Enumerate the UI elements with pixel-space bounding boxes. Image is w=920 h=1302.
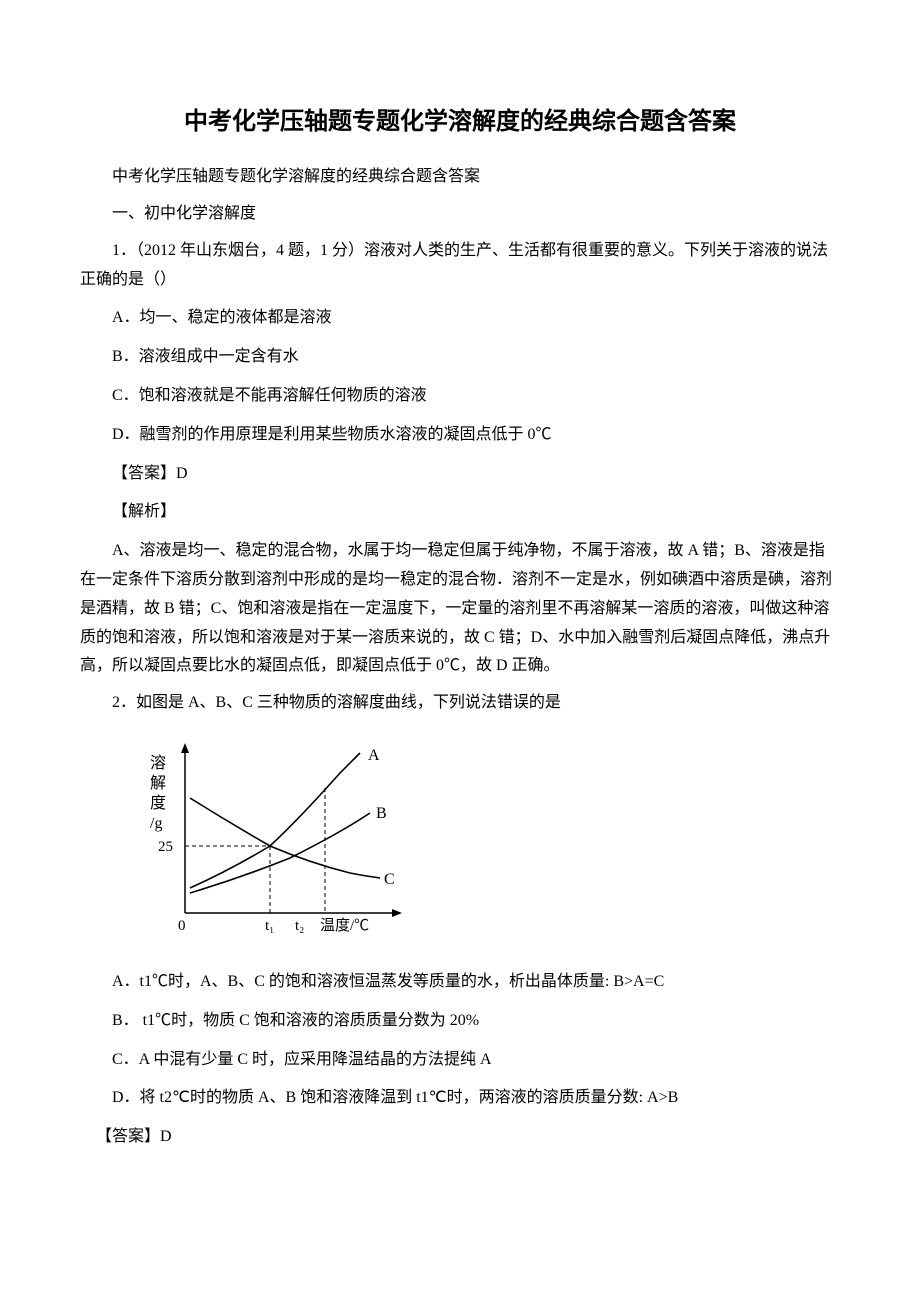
q2-answer: 【答案】D — [80, 1123, 840, 1152]
ylabel-2: 解 — [150, 774, 166, 792]
curve-b — [190, 813, 370, 893]
q1-option-a: A．均一、稳定的液体都是溶液 — [80, 304, 840, 333]
xtick-t2: t₂ — [295, 918, 304, 934]
q2-stem: 2．如图是 A、B、C 三种物质的溶解度曲线，下列说法错误的是 — [80, 689, 840, 718]
curve-label-b: B — [376, 805, 387, 822]
xtick-t1: t₁ — [265, 918, 274, 934]
q1-answer: 【答案】D — [80, 460, 840, 489]
origin-label: 0 — [178, 918, 186, 934]
q2-option-c: C．A 中混有少量 C 时，应采用降温结晶的方法提纯 A — [80, 1046, 840, 1075]
q2-option-a: A．t1℃时，A、B、C 的饱和溶液恒温蒸发等质量的水，析出晶体质量: B>A=… — [80, 968, 840, 997]
curve-a — [190, 753, 360, 888]
curve-label-a: A — [368, 747, 380, 764]
y-axis-arrow — [181, 743, 189, 753]
x-axis-arrow — [392, 909, 402, 917]
section-heading: 一、初中化学溶解度 — [80, 200, 840, 229]
ylabel-4: /g — [150, 815, 162, 832]
chart-svg: 溶 解 度 /g 25 0 A B C t₁ — [140, 738, 420, 948]
subtitle: 中考化学压轴题专题化学溶解度的经典综合题含答案 — [80, 163, 840, 192]
xlabel: 温度/℃ — [320, 917, 369, 934]
q1-option-b: B．溶液组成中一定含有水 — [80, 343, 840, 372]
ylabel-1: 溶 — [150, 754, 166, 772]
q2-option-d: D．将 t2℃时的物质 A、B 饱和溶液降温到 t1℃时，两溶液的溶质质量分数:… — [80, 1084, 840, 1113]
q1-analysis-label: 【解析】 — [80, 498, 840, 527]
page-title: 中考化学压轴题专题化学溶解度的经典综合题含答案 — [80, 100, 840, 143]
ytick-25: 25 — [158, 839, 173, 855]
q1-option-c: C．饱和溶液就是不能再溶解任何物质的溶液 — [80, 382, 840, 411]
q1-stem: 1．（2012 年山东烟台，4 题，1 分）溶液对人类的生产、生活都有很重要的意… — [80, 237, 840, 295]
ylabel-3: 度 — [150, 794, 166, 812]
q1-analysis: A、溶液是均一、稳定的混合物，水属于均一稳定但属于纯净物，不属于溶液，故 A 错… — [80, 537, 840, 681]
solubility-chart: 溶 解 度 /g 25 0 A B C t₁ — [140, 738, 840, 948]
q2-option-b: B． t1℃时，物质 C 饱和溶液的溶质质量分数为 20% — [80, 1007, 840, 1036]
curve-label-c: C — [384, 871, 395, 888]
curve-c — [190, 798, 380, 878]
q1-option-d: D．融雪剂的作用原理是利用某些物质水溶液的凝固点低于 0℃ — [80, 421, 840, 450]
